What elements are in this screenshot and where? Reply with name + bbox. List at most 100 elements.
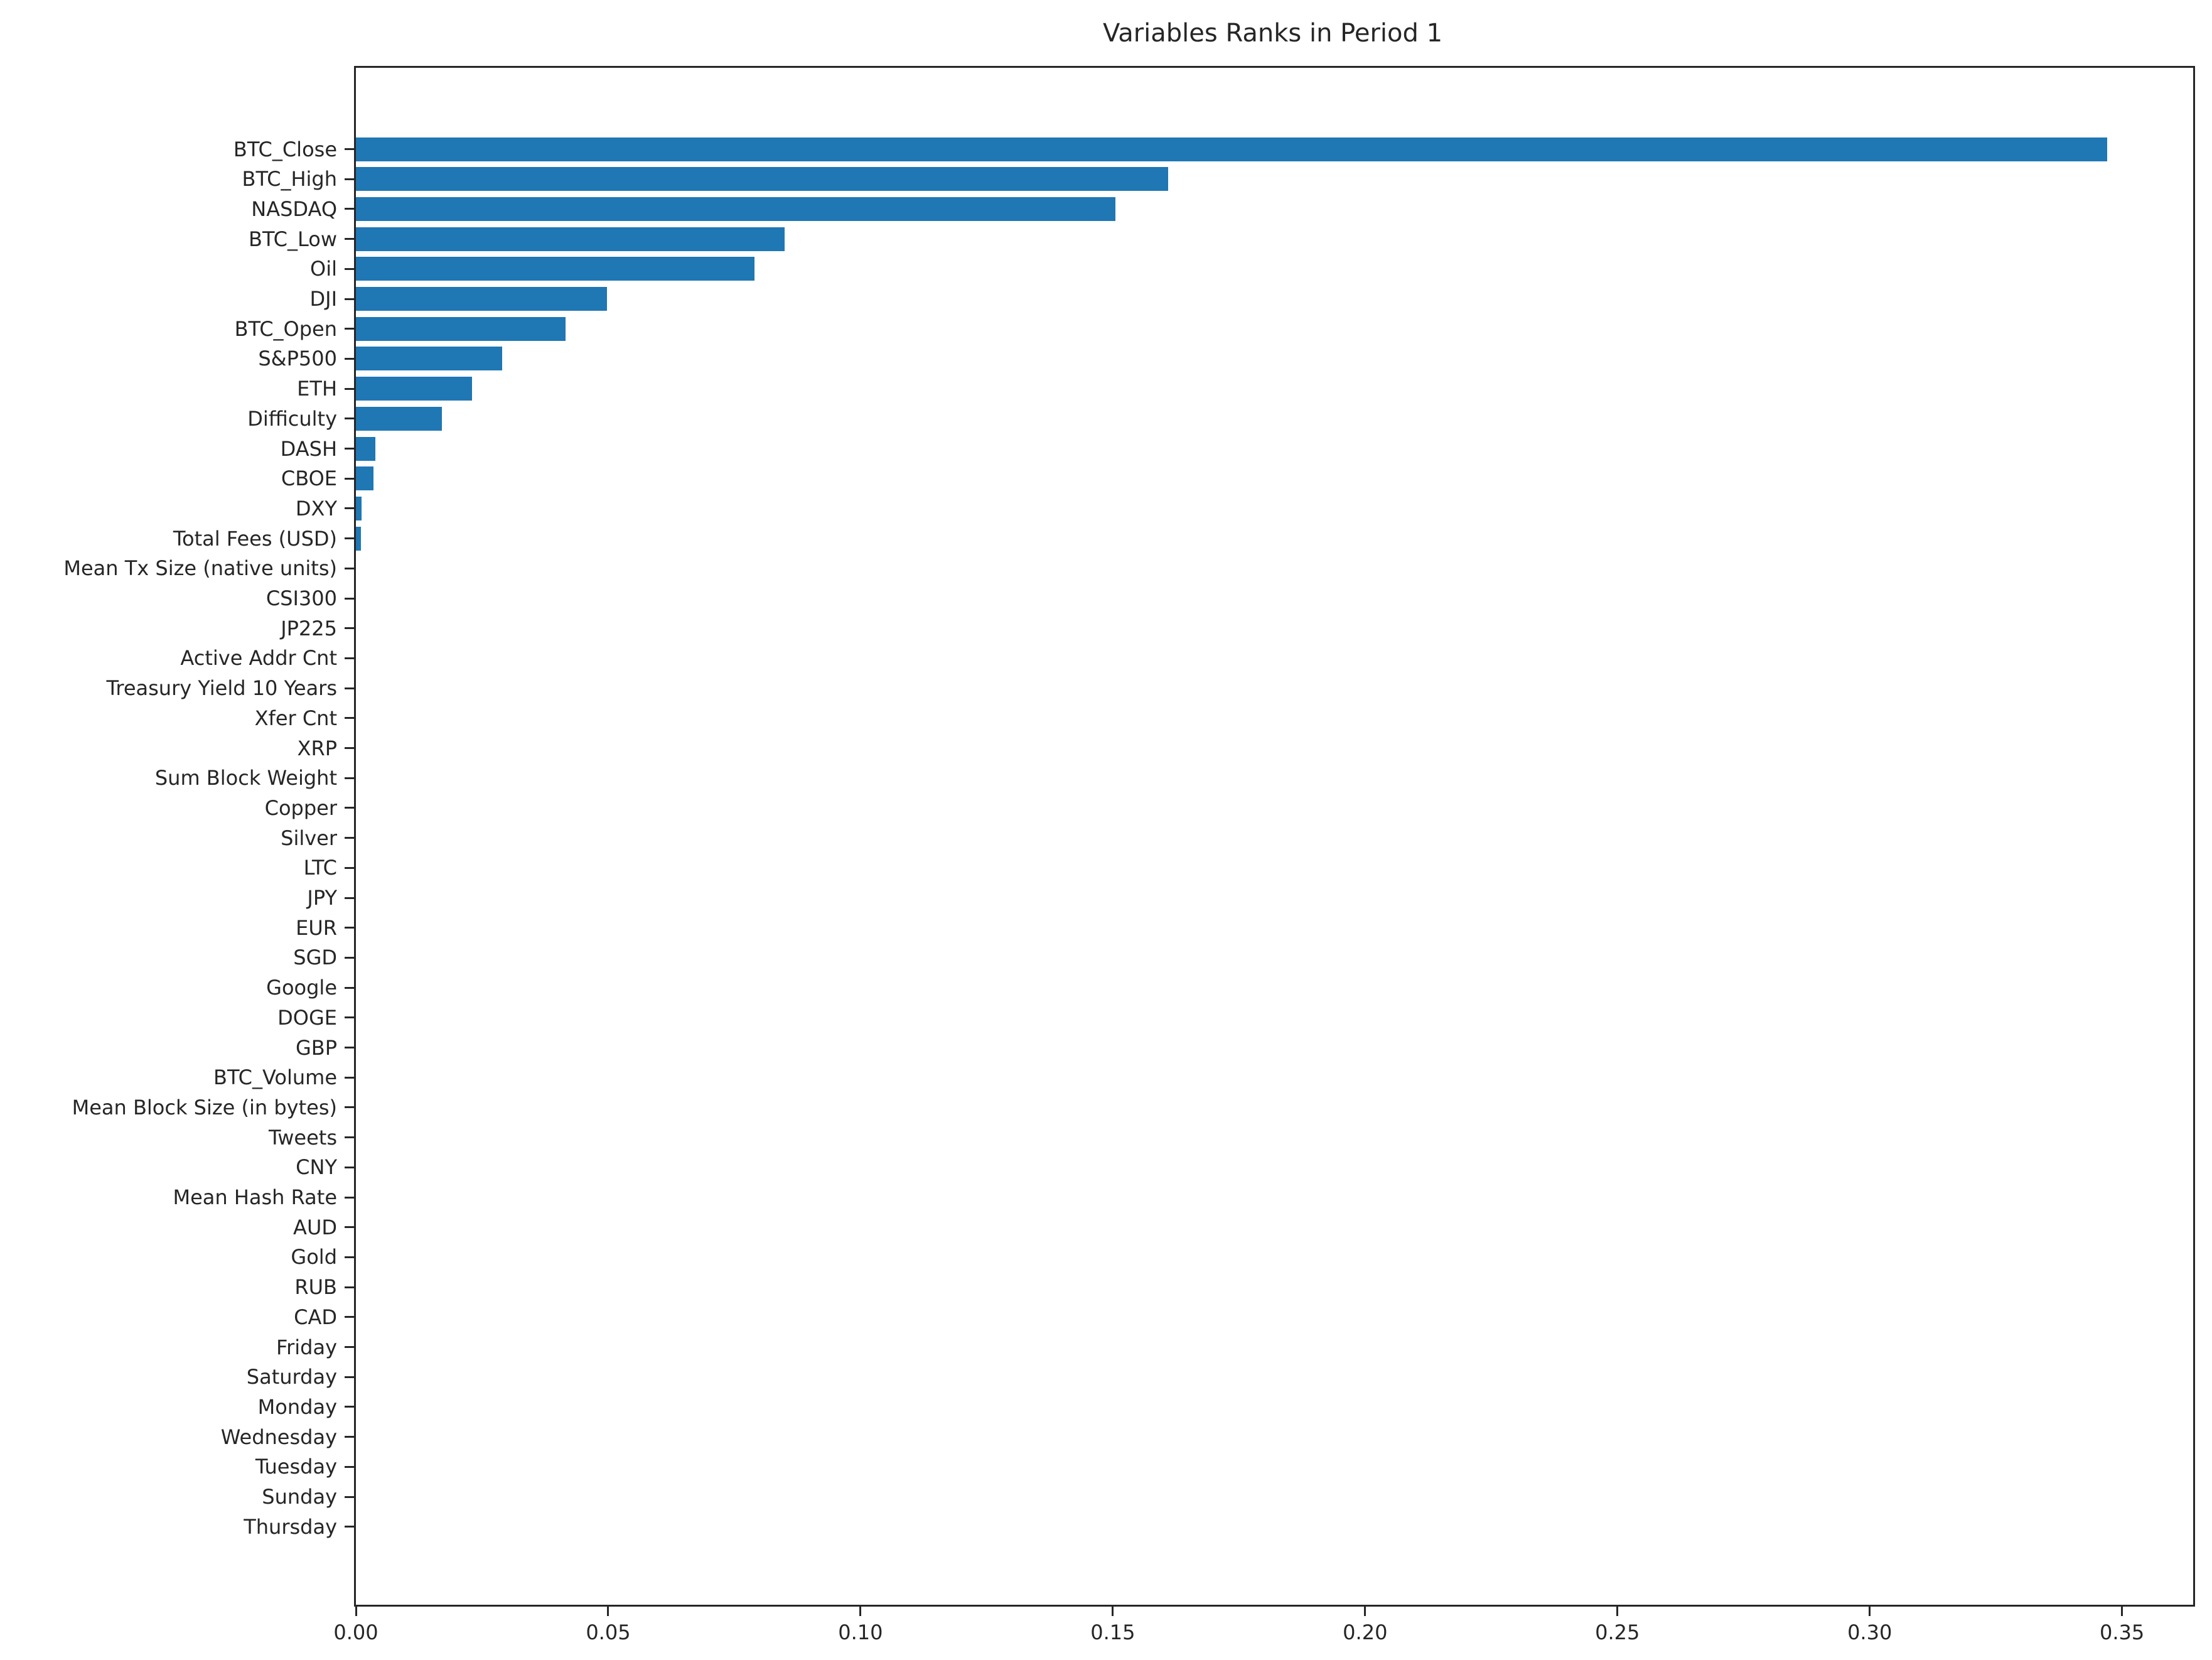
y-tick-label: LTC — [303, 856, 337, 880]
y-tick-label: Difficulty — [247, 406, 337, 431]
y-tick-label: Oil — [310, 257, 337, 281]
y-tick-label: Total Fees (USD) — [173, 526, 337, 551]
x-tick-mark — [607, 1607, 609, 1616]
y-tick-mark — [345, 1346, 354, 1348]
y-tick-label: Sunday — [262, 1485, 337, 1509]
y-tick-label: AUD — [293, 1215, 337, 1239]
y-tick-mark — [345, 477, 354, 480]
bar — [356, 406, 442, 431]
bar — [356, 436, 375, 461]
y-tick-label: Thursday — [244, 1514, 337, 1539]
y-tick-mark — [345, 1196, 354, 1199]
y-tick-mark — [345, 507, 354, 510]
y-tick-mark — [345, 1526, 354, 1528]
y-tick-label: BTC_Volume — [213, 1065, 337, 1090]
y-tick-mark — [345, 597, 354, 600]
y-tick-mark — [345, 448, 354, 450]
y-tick-label: Saturday — [246, 1365, 337, 1389]
x-tick-mark — [1616, 1607, 1619, 1616]
y-tick-mark — [345, 1076, 354, 1079]
y-tick-mark — [345, 1465, 354, 1468]
y-tick-mark — [345, 148, 354, 150]
y-tick-label: Tweets — [268, 1125, 337, 1150]
y-tick-mark — [345, 1106, 354, 1109]
y-tick-label: BTC_Close — [233, 137, 337, 161]
y-tick-label: Copper — [264, 795, 337, 820]
y-tick-mark — [345, 657, 354, 659]
x-tick-label: 0.25 — [1595, 1620, 1640, 1644]
y-tick-label: Active Addr Cnt — [180, 646, 337, 671]
y-tick-label: Wednesday — [220, 1425, 337, 1449]
y-tick-label: Mean Hash Rate — [173, 1185, 337, 1209]
y-tick-mark — [345, 328, 354, 330]
bar — [356, 377, 472, 401]
y-tick-label: DJI — [309, 287, 337, 311]
y-tick-mark — [345, 1166, 354, 1168]
y-tick-label: CBOE — [281, 466, 337, 491]
bar — [356, 227, 785, 251]
x-tick-label: 0.30 — [1847, 1620, 1893, 1644]
y-tick-label: CAD — [294, 1305, 337, 1329]
bar — [356, 137, 2107, 161]
y-tick-label: EUR — [296, 915, 337, 940]
bar — [356, 167, 1168, 191]
x-tick-label: 0.10 — [838, 1620, 883, 1644]
y-tick-mark — [345, 956, 354, 959]
x-tick-mark — [1869, 1607, 1871, 1616]
y-tick-mark — [345, 777, 354, 779]
bar — [356, 257, 754, 281]
y-tick-label: Friday — [276, 1335, 337, 1359]
y-tick-mark — [345, 627, 354, 630]
y-tick-label: XRP — [297, 736, 337, 760]
x-tick-label: 0.15 — [1090, 1620, 1136, 1644]
y-tick-mark — [345, 1406, 354, 1408]
y-tick-mark — [345, 1316, 354, 1318]
y-tick-mark — [345, 267, 354, 270]
bar — [356, 197, 1115, 221]
y-tick-mark — [345, 208, 354, 210]
y-tick-label: RUB — [294, 1275, 337, 1300]
bar — [356, 316, 566, 341]
y-tick-label: Google — [266, 976, 337, 1000]
y-tick-mark — [345, 1016, 354, 1019]
y-tick-label: SGD — [293, 946, 337, 970]
y-tick-label: DOGE — [277, 1005, 337, 1030]
y-tick-mark — [345, 1226, 354, 1229]
y-tick-label: BTC_Open — [234, 316, 337, 341]
y-tick-mark — [345, 807, 354, 809]
bar — [356, 347, 502, 371]
x-tick-mark — [355, 1607, 357, 1616]
y-tick-mark — [345, 986, 354, 989]
y-tick-label: Xfer Cnt — [254, 706, 337, 730]
x-tick-label: 0.00 — [333, 1620, 379, 1644]
y-tick-label: Gold — [291, 1245, 337, 1269]
y-tick-label: Sum Block Weight — [154, 766, 337, 790]
y-tick-label: BTC_High — [242, 167, 337, 191]
y-tick-label: Tuesday — [255, 1455, 337, 1479]
y-tick-mark — [345, 927, 354, 929]
y-tick-mark — [345, 238, 354, 240]
y-tick-label: NASDAQ — [251, 197, 337, 221]
x-tick-label: 0.35 — [2100, 1620, 2145, 1644]
y-tick-mark — [345, 567, 354, 569]
y-tick-label: Monday — [257, 1394, 337, 1419]
y-tick-label: S&P500 — [258, 347, 337, 371]
y-tick-mark — [345, 357, 354, 360]
y-tick-mark — [345, 1436, 354, 1438]
y-tick-label: DASH — [280, 436, 337, 461]
y-tick-mark — [345, 178, 354, 180]
y-tick-label: BTC_Low — [249, 227, 337, 251]
y-tick-label: CNY — [296, 1155, 337, 1180]
y-tick-mark — [345, 1376, 354, 1378]
y-tick-label: JPY — [307, 886, 337, 910]
y-tick-label: Silver — [281, 826, 337, 850]
y-tick-mark — [345, 387, 354, 390]
y-tick-mark — [345, 717, 354, 720]
bar — [356, 466, 373, 491]
bar — [356, 287, 607, 311]
y-tick-label: GBP — [295, 1035, 337, 1060]
y-tick-mark — [345, 1286, 354, 1288]
plot-area: BTC_Close BTC_High NASDAQ BTC_Low Oil DJI BTC_… — [63, 66, 2195, 1644]
y-tick-label: Mean Tx Size (native units) — [63, 556, 337, 581]
